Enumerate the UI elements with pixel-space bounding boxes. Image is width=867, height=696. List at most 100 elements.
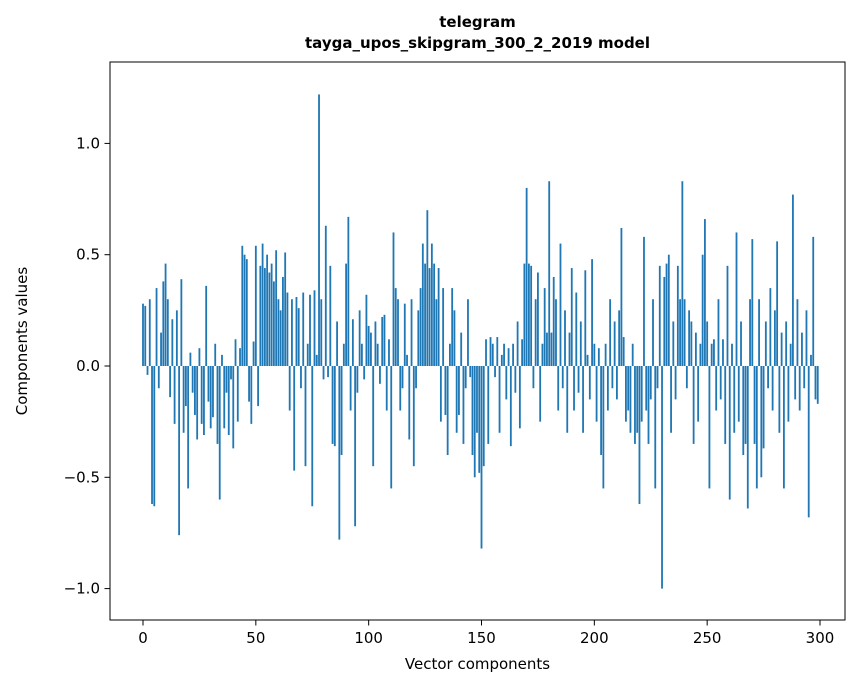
bar	[297, 308, 300, 366]
bar	[309, 294, 311, 366]
bar	[254, 245, 257, 366]
bar	[674, 366, 677, 400]
axes-box	[109, 61, 846, 621]
bar	[444, 366, 447, 415]
bar	[198, 348, 201, 366]
bar	[507, 348, 510, 366]
bar	[566, 366, 569, 433]
bar	[480, 366, 483, 549]
bar	[769, 288, 772, 366]
bar	[358, 310, 361, 366]
bar	[640, 366, 643, 422]
bar	[275, 250, 278, 366]
bar	[315, 354, 318, 366]
bar	[613, 321, 616, 366]
bar	[442, 288, 445, 366]
bar	[333, 366, 336, 447]
bar	[263, 268, 266, 366]
bar	[812, 236, 815, 366]
bar	[796, 299, 799, 366]
bar	[541, 343, 544, 366]
bar	[643, 236, 645, 366]
bar	[491, 343, 494, 366]
bar	[636, 366, 639, 433]
bar	[302, 292, 305, 366]
bar	[216, 366, 219, 444]
chart-title-line2: tayga_upos_skipgram_300_2_2019 model	[305, 34, 650, 52]
x-tick-label: 200	[580, 629, 609, 647]
bar	[367, 325, 370, 366]
bar	[428, 268, 431, 366]
bar	[306, 343, 309, 366]
bar	[803, 366, 806, 389]
bar	[338, 366, 341, 540]
bar	[758, 299, 760, 366]
bar	[561, 366, 564, 389]
bar	[543, 288, 546, 366]
bar	[625, 366, 627, 422]
bar	[780, 332, 783, 366]
bar	[345, 263, 348, 366]
bar	[505, 366, 508, 400]
bar	[539, 366, 542, 422]
bar	[512, 343, 514, 366]
x-tick-label: 100	[354, 629, 383, 647]
bar	[762, 366, 765, 449]
bar	[360, 343, 363, 366]
chart-title-line1: telegram	[439, 13, 516, 31]
bar	[706, 321, 709, 366]
bar	[372, 366, 375, 467]
bar	[514, 366, 517, 393]
bar	[681, 181, 684, 366]
bar	[557, 366, 560, 411]
bar	[568, 332, 571, 366]
bar	[455, 366, 458, 433]
bar	[162, 281, 165, 366]
bar	[685, 366, 688, 389]
bar	[717, 299, 720, 366]
bar	[744, 366, 747, 444]
bar	[236, 366, 239, 422]
bar	[169, 366, 171, 398]
x-tick-label: 300	[806, 629, 835, 647]
x-axis-label: Vector components	[404, 655, 551, 673]
bar	[399, 366, 402, 411]
bar	[318, 94, 320, 367]
bar	[593, 343, 596, 366]
bar	[291, 299, 293, 366]
bar	[234, 339, 237, 366]
bar	[187, 366, 190, 489]
bar	[212, 366, 214, 418]
bar	[708, 366, 711, 489]
bar	[214, 343, 217, 366]
bar	[397, 299, 399, 366]
bar	[751, 239, 754, 366]
bar	[412, 366, 415, 467]
bar	[469, 366, 472, 378]
bar	[701, 254, 704, 366]
bar	[180, 279, 183, 366]
chart-title: telegram tayga_upos_skipgram_300_2_2019 …	[110, 12, 845, 54]
bar	[311, 366, 314, 507]
bar	[453, 310, 456, 366]
bar	[591, 259, 593, 366]
bar	[672, 321, 675, 366]
bar	[735, 232, 738, 366]
bar	[178, 366, 181, 536]
bar	[616, 366, 618, 400]
bar	[749, 299, 751, 366]
bar	[257, 366, 259, 407]
bar	[462, 366, 465, 444]
bar	[746, 366, 749, 509]
bar	[200, 366, 203, 424]
bar	[523, 263, 526, 366]
bar	[620, 227, 623, 366]
bar	[582, 366, 584, 433]
bar	[789, 343, 792, 366]
bar	[408, 366, 411, 440]
x-tick-label: 50	[246, 629, 265, 647]
bar	[577, 366, 580, 393]
bar	[218, 366, 221, 500]
